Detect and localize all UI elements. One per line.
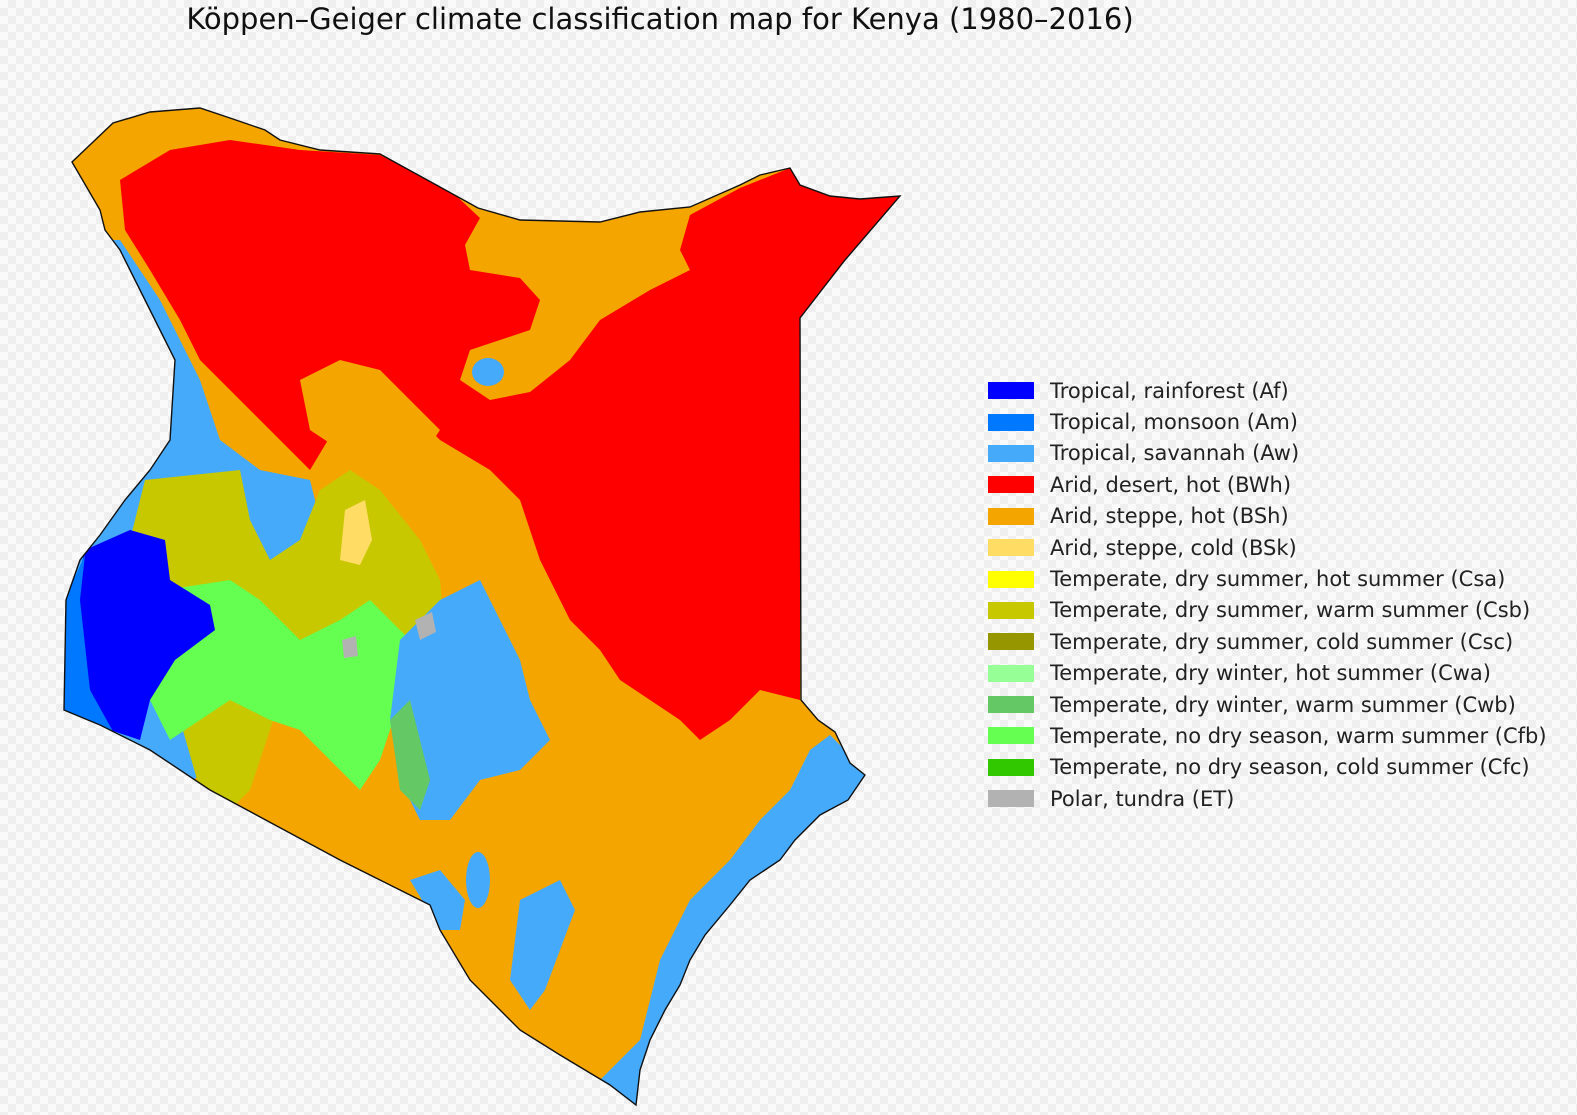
region-aw-southwest: [410, 870, 465, 930]
region-et-1: [415, 612, 436, 640]
kenya-border: [63, 107, 902, 1107]
map-title: Köppen–Geiger climate classification map…: [186, 2, 1134, 36]
region-aw-south: [510, 880, 575, 1010]
legend-label: Polar, tundra (ET): [1050, 786, 1235, 811]
region-af: [75, 530, 215, 740]
region-bwh-main: [120, 140, 900, 740]
legend-label: Tropical, savannah (Aw): [1050, 441, 1300, 466]
legend-item-csb: Temperate, dry summer, warm summer (Csb): [988, 595, 1547, 626]
region-bsh-north: [300, 360, 440, 460]
legend-swatch-csb: [988, 601, 1034, 619]
legend-label: Temperate, dry summer, hot summer (Csa): [1050, 567, 1506, 592]
legend-swatch-cfc: [988, 758, 1034, 776]
legend-item-cwb: Temperate, dry winter, warm summer (Cwb): [988, 689, 1547, 720]
legend-label: Temperate, dry summer, warm summer (Csb): [1050, 598, 1531, 623]
legend-label: Arid, steppe, cold (BSk): [1050, 535, 1297, 560]
legend-swatch-bwh: [988, 476, 1034, 494]
legend-swatch-bsh: [988, 507, 1034, 525]
legend-swatch-cwa: [988, 664, 1034, 682]
legend-swatch-aw: [988, 444, 1034, 462]
legend-item-af: Tropical, rainforest (Af): [988, 375, 1547, 406]
legend-label: Temperate, no dry season, warm summer (C…: [1050, 723, 1547, 748]
legend-label: Temperate, dry summer, cold summer (Csc): [1050, 629, 1514, 654]
region-aw-coast: [600, 735, 870, 1105]
legend-item-bsk: Arid, steppe, cold (BSk): [988, 532, 1547, 563]
region-et-2: [342, 636, 358, 658]
legend-item-cfc: Temperate, no dry season, cold summer (C…: [988, 752, 1547, 783]
legend-swatch-am: [988, 413, 1034, 431]
region-cwb: [390, 700, 430, 810]
legend-item-bsh: Arid, steppe, hot (BSh): [988, 501, 1547, 532]
legend-label: Temperate, no dry season, cold summer (C…: [1050, 755, 1530, 780]
legend-item-aw: Tropical, savannah (Aw): [988, 438, 1547, 469]
region-am: [64, 555, 115, 735]
region-aw-central: [390, 580, 550, 820]
legend-item-cfb: Temperate, no dry season, warm summer (C…: [988, 720, 1547, 751]
legend-swatch-csc: [988, 633, 1034, 651]
legend-label: Arid, steppe, hot (BSh): [1050, 504, 1289, 529]
legend-swatch-af: [988, 382, 1034, 400]
legend-swatch-csa: [988, 570, 1034, 588]
legend-swatch-cwb: [988, 696, 1034, 714]
region-cfb: [150, 580, 410, 790]
region-aw-lake-north: [472, 358, 504, 386]
legend-item-bwh: Arid, desert, hot (BWh): [988, 469, 1547, 500]
legend-label: Tropical, monsoon (Am): [1050, 410, 1298, 435]
legend-label: Arid, desert, hot (BWh): [1050, 472, 1292, 497]
legend-item-am: Tropical, monsoon (Am): [988, 406, 1547, 437]
legend-swatch-et: [988, 790, 1034, 808]
region-bsk: [340, 500, 372, 565]
legend-item-et: Polar, tundra (ET): [988, 783, 1547, 814]
legend: Tropical, rainforest (Af) Tropical, monso…: [988, 375, 1547, 814]
legend-item-csa: Temperate, dry summer, hot summer (Csa): [988, 563, 1547, 594]
legend-item-cwa: Temperate, dry winter, hot summer (Cwa): [988, 658, 1547, 689]
legend-swatch-cfb: [988, 727, 1034, 745]
legend-item-csc: Temperate, dry summer, cold summer (Csc): [988, 626, 1547, 657]
region-aw-lake-south: [466, 852, 490, 908]
legend-label: Temperate, dry winter, warm summer (Cwb): [1050, 692, 1516, 717]
legend-label: Temperate, dry winter, hot summer (Cwa): [1050, 661, 1491, 686]
legend-label: Tropical, rainforest (Af): [1050, 378, 1289, 403]
legend-swatch-bsk: [988, 539, 1034, 557]
